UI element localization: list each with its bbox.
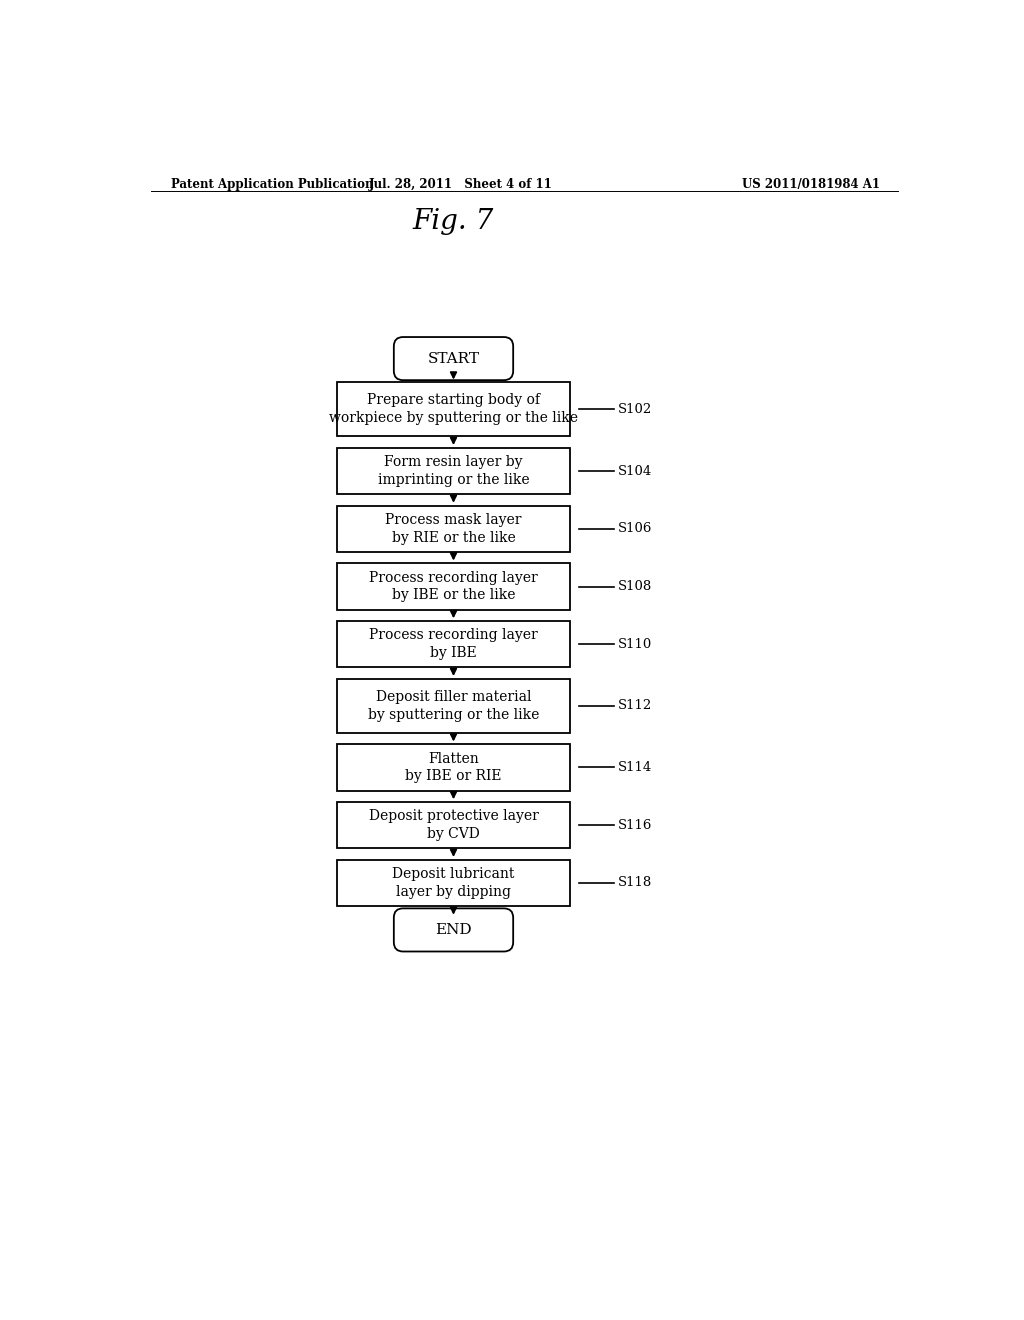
FancyBboxPatch shape xyxy=(337,678,569,733)
Text: S108: S108 xyxy=(617,579,652,593)
Text: S114: S114 xyxy=(617,760,652,774)
Text: Process mask layer
by RIE or the like: Process mask layer by RIE or the like xyxy=(385,513,522,545)
FancyBboxPatch shape xyxy=(337,383,569,437)
Text: Jul. 28, 2011   Sheet 4 of 11: Jul. 28, 2011 Sheet 4 of 11 xyxy=(370,178,553,190)
Text: Flatten
by IBE or RIE: Flatten by IBE or RIE xyxy=(406,751,502,783)
Text: S104: S104 xyxy=(617,465,652,478)
FancyBboxPatch shape xyxy=(394,908,513,952)
FancyBboxPatch shape xyxy=(337,506,569,552)
FancyBboxPatch shape xyxy=(337,859,569,906)
FancyBboxPatch shape xyxy=(337,564,569,610)
Text: S106: S106 xyxy=(617,523,652,536)
Text: S118: S118 xyxy=(617,876,652,890)
Text: Process recording layer
by IBE: Process recording layer by IBE xyxy=(369,628,538,660)
Text: S102: S102 xyxy=(617,403,652,416)
Text: Fig. 7: Fig. 7 xyxy=(413,209,495,235)
Text: US 2011/0181984 A1: US 2011/0181984 A1 xyxy=(741,178,880,190)
Text: S112: S112 xyxy=(617,700,652,713)
Text: Deposit filler material
by sputtering or the like: Deposit filler material by sputtering or… xyxy=(368,690,540,722)
Text: Form resin layer by
imprinting or the like: Form resin layer by imprinting or the li… xyxy=(378,455,529,487)
Text: Prepare starting body of
workpiece by sputtering or the like: Prepare starting body of workpiece by sp… xyxy=(329,393,578,425)
Text: START: START xyxy=(427,351,479,366)
FancyBboxPatch shape xyxy=(337,447,569,494)
FancyBboxPatch shape xyxy=(394,337,513,380)
FancyBboxPatch shape xyxy=(337,744,569,791)
Text: Process recording layer
by IBE or the like: Process recording layer by IBE or the li… xyxy=(369,570,538,602)
FancyBboxPatch shape xyxy=(337,622,569,668)
Text: Deposit protective layer
by CVD: Deposit protective layer by CVD xyxy=(369,809,539,841)
Text: Patent Application Publication: Patent Application Publication xyxy=(171,178,373,190)
Text: S110: S110 xyxy=(617,638,652,651)
Text: S116: S116 xyxy=(617,818,652,832)
Text: END: END xyxy=(435,923,472,937)
FancyBboxPatch shape xyxy=(337,803,569,849)
Text: Deposit lubricant
layer by dipping: Deposit lubricant layer by dipping xyxy=(392,867,515,899)
